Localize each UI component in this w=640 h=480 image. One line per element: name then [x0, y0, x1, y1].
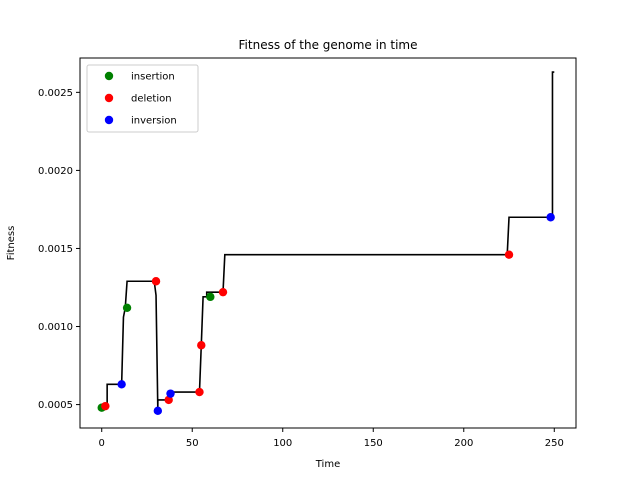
- insertion-point: [206, 292, 215, 302]
- x-tick-label: 200: [454, 438, 473, 449]
- legend-label-deletion: deletion: [131, 94, 172, 105]
- deletion-point: [195, 387, 204, 397]
- legend-label-inversion: inversion: [131, 116, 177, 127]
- x-axis: 0 50 100 150 200 250: [99, 428, 564, 449]
- y-axis-label: Fitness: [6, 226, 17, 261]
- x-tick-label: 100: [273, 438, 292, 449]
- legend-marker-deletion: [104, 93, 114, 103]
- insertion-point: [122, 303, 132, 312]
- legend-marker-inversion: [104, 115, 114, 125]
- y-tick-label: 0.0005: [38, 400, 73, 411]
- legend-marker-insertion: [104, 71, 114, 81]
- x-tick-label: 150: [364, 438, 383, 449]
- legend-label-insertion: insertion: [131, 72, 175, 83]
- inversion-point: [546, 213, 555, 222]
- y-tick-label: 0.0020: [38, 166, 73, 177]
- deletion-point: [101, 401, 110, 411]
- deletion-point: [197, 341, 206, 350]
- chart-title: Fitness of the genome in time: [239, 38, 418, 52]
- y-tick-label: 0.0015: [38, 244, 73, 255]
- deletion-point: [218, 287, 228, 297]
- x-axis-label: Time: [315, 459, 340, 470]
- deletion-point: [504, 250, 514, 259]
- x-tick-label: 0: [99, 438, 105, 449]
- deletion-point: [151, 277, 161, 286]
- y-tick-label: 0.0025: [38, 88, 73, 99]
- x-tick-label: 50: [186, 438, 199, 449]
- legend-box: [86, 64, 199, 133]
- legend: insertion deletion inversion: [86, 64, 199, 133]
- inversion-point: [153, 406, 163, 416]
- y-axis: 0.0005 0.0010 0.0015 0.0020 0.0025: [38, 88, 80, 411]
- plot-area: [97, 71, 555, 416]
- y-tick-label: 0.0010: [38, 322, 73, 333]
- inversion-point: [166, 389, 175, 398]
- x-tick-label: 250: [545, 438, 564, 449]
- axes-frame: [79, 57, 577, 429]
- inversion-point: [117, 380, 126, 389]
